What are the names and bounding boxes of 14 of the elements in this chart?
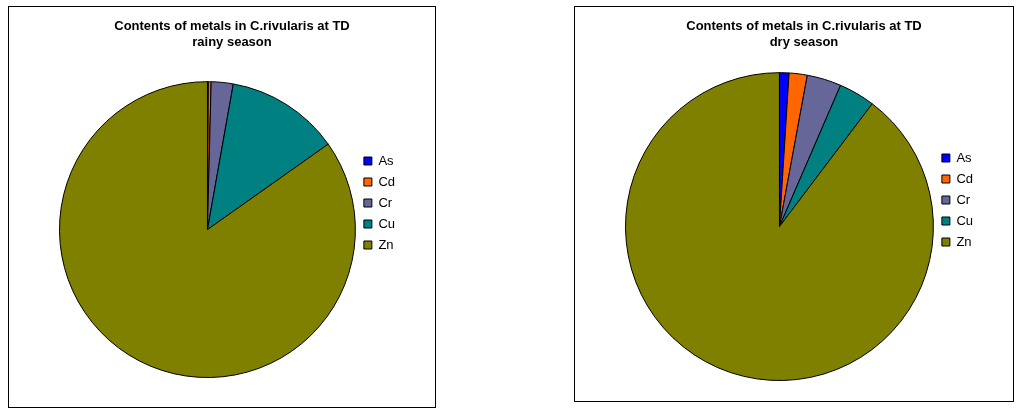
legend-label: As (956, 149, 973, 165)
legend-label: Cd (956, 170, 974, 186)
legend-label: Cu (378, 215, 396, 231)
legend-label: Zn (956, 233, 972, 249)
legend-label: As (378, 152, 395, 168)
text: Contents of metals in C.rivularis at TD (686, 18, 922, 34)
text: rainy season (192, 33, 272, 49)
text: dry season (769, 33, 839, 49)
legend-label: Zn (378, 236, 394, 252)
text: Contents of metals in C.rivularis at TD (114, 18, 350, 34)
legend-label: Cd (378, 173, 396, 189)
legend-label: Cr (956, 191, 971, 207)
legend-label: Cr (378, 194, 393, 210)
legend-label: Cu (956, 212, 974, 228)
